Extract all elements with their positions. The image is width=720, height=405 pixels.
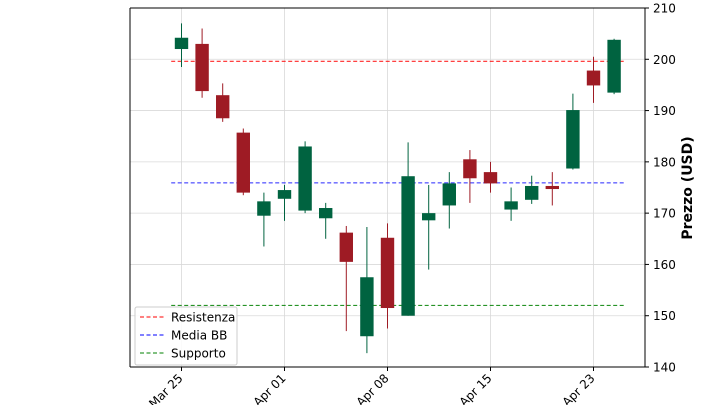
candle-body xyxy=(360,277,374,337)
reference-lines xyxy=(171,60,625,307)
candle-body xyxy=(216,95,230,119)
candle-body xyxy=(401,176,415,316)
candle-body xyxy=(174,37,189,50)
candle-body xyxy=(195,43,209,92)
y-tick-label: 200 xyxy=(653,53,676,67)
y-tick-label: 190 xyxy=(653,104,676,118)
legend-label: Resistenza xyxy=(171,311,235,325)
candle-body xyxy=(257,201,271,216)
candle-body xyxy=(586,70,601,86)
legend-label: Supporto xyxy=(171,347,226,361)
y-tick-labels: 140 150 160 170 180 190 200 210 xyxy=(653,2,676,375)
y-axis-title: Prezzo (USD) xyxy=(680,136,696,239)
candle-body xyxy=(380,237,395,309)
y-tick-label: 170 xyxy=(653,207,676,221)
x-tick-label: Apr 15 xyxy=(457,371,495,405)
candle-body xyxy=(339,232,353,262)
candle-body xyxy=(504,201,518,210)
candle-body xyxy=(298,146,312,211)
x-tick-label: Apr 23 xyxy=(560,371,598,405)
x-tick-label: Mar 25 xyxy=(146,371,185,405)
candle-body xyxy=(319,208,333,219)
candle-body xyxy=(236,132,250,193)
candle-body xyxy=(463,159,477,179)
candle-body xyxy=(607,39,621,93)
x-tick-label: Apr 01 xyxy=(251,371,289,405)
legend: Resistenza Media BB Supporto xyxy=(134,306,238,366)
y-tick-label: 140 xyxy=(653,361,676,375)
y-tick-label: 210 xyxy=(653,2,676,16)
candle-body xyxy=(422,213,436,221)
legend-label: Media BB xyxy=(171,329,227,343)
legend-frame xyxy=(134,306,238,366)
candle-body xyxy=(566,110,580,169)
candle-body xyxy=(442,183,456,206)
candle-body xyxy=(483,172,498,184)
x-tick-labels: Mar 25 Apr 01 Apr 08 Apr 15 Apr 23 xyxy=(146,371,597,405)
x-tick-label: Apr 08 xyxy=(354,371,392,405)
candle-body xyxy=(525,185,539,200)
y-tick-label: 160 xyxy=(653,258,676,272)
y-tick-label: 150 xyxy=(653,309,676,323)
candles xyxy=(174,23,621,354)
candle-body xyxy=(545,185,559,190)
candle-body xyxy=(277,190,292,199)
y-tick-label: 180 xyxy=(653,155,676,169)
axes xyxy=(129,7,649,371)
